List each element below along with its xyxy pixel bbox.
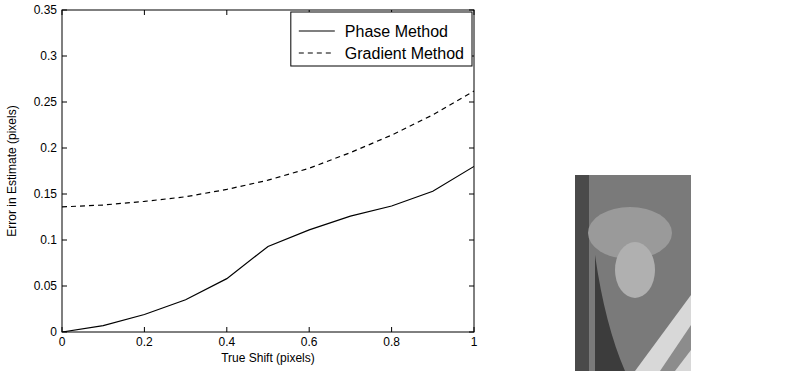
y-tick-label: 0 bbox=[50, 325, 57, 339]
y-tick bbox=[62, 286, 67, 287]
y-tick-right bbox=[469, 332, 474, 333]
y-tick-right bbox=[469, 194, 474, 195]
x-tick bbox=[309, 327, 310, 332]
x-tick bbox=[62, 327, 63, 332]
x-axis-title: True Shift (pixels) bbox=[221, 351, 315, 365]
y-tick-right bbox=[469, 240, 474, 241]
x-tick-label: 0 bbox=[59, 335, 66, 349]
y-tick bbox=[62, 10, 67, 11]
y-tick-label: 0.2 bbox=[40, 141, 57, 155]
series-line bbox=[62, 91, 474, 207]
image-shifted-region bbox=[635, 295, 691, 371]
y-tick-label: 0.15 bbox=[34, 187, 58, 201]
legend-swatch bbox=[299, 52, 335, 53]
y-tick-label: 0.1 bbox=[40, 233, 57, 247]
y-tick-right bbox=[469, 286, 474, 287]
series-line bbox=[62, 166, 474, 332]
y-tick-label: 0.35 bbox=[34, 3, 58, 17]
y-tick-label: 0.25 bbox=[34, 95, 58, 109]
x-tick-label: 0.4 bbox=[218, 335, 235, 349]
x-tick-top bbox=[474, 10, 475, 15]
y-tick bbox=[62, 148, 67, 149]
x-tick-label: 0.8 bbox=[383, 335, 400, 349]
series-group bbox=[62, 91, 474, 332]
image-background bbox=[575, 175, 691, 371]
x-tick-top bbox=[226, 10, 227, 15]
y-tick-right bbox=[469, 148, 474, 149]
y-tick-label: 0.05 bbox=[34, 279, 58, 293]
image-hair bbox=[595, 255, 625, 371]
y-tick-label: 0.3 bbox=[40, 49, 57, 63]
y-axis-title: Error in Estimate (pixels) bbox=[5, 105, 19, 236]
image-face bbox=[615, 242, 655, 298]
image-dark-edge bbox=[575, 175, 589, 371]
legend-label: Phase Method bbox=[345, 23, 448, 40]
image-stripe bbox=[660, 325, 691, 371]
plot-frame bbox=[62, 10, 474, 332]
legend: Phase Method Gradient Method bbox=[291, 12, 472, 66]
y-tick bbox=[62, 56, 67, 57]
x-tick-top bbox=[62, 10, 63, 15]
y-tick-right bbox=[469, 10, 474, 11]
legend-box bbox=[291, 12, 472, 66]
x-tick-label: 0.6 bbox=[301, 335, 318, 349]
legend-swatch bbox=[299, 30, 335, 31]
x-tick-label: 0.2 bbox=[136, 335, 153, 349]
x-tick-top bbox=[144, 10, 145, 15]
x-tick-label: 1 bbox=[471, 335, 478, 349]
y-tick bbox=[62, 194, 67, 195]
x-tick bbox=[391, 327, 392, 332]
y-tick bbox=[62, 240, 67, 241]
chart-root: 0 0.2 0.4 0.6 0.8 1 0 0.05 0.1 0.15 0.2 0.25 0.3 0.35… bbox=[0, 0, 801, 374]
x-tick bbox=[144, 327, 145, 332]
x-tick bbox=[226, 327, 227, 332]
y-tick bbox=[62, 102, 67, 103]
x-tick bbox=[474, 327, 475, 332]
legend-label: Gradient Method bbox=[345, 45, 464, 62]
image-placeholder bbox=[575, 175, 691, 371]
y-tick-right bbox=[469, 102, 474, 103]
